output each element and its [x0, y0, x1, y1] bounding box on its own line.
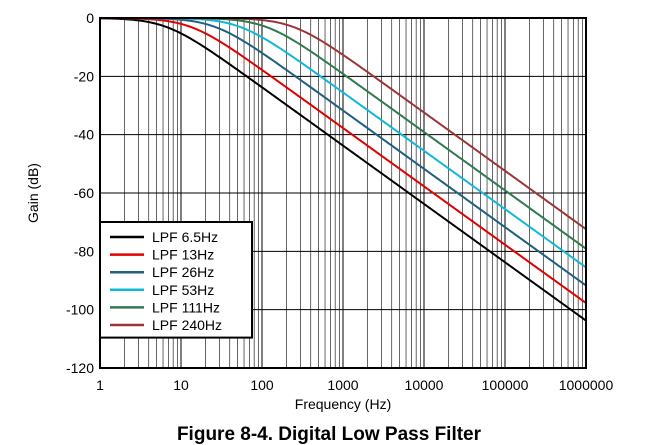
legend-label: LPF 6.5Hz — [152, 229, 218, 245]
legend-box — [99, 221, 253, 339]
y-tick-label: 0 — [86, 10, 94, 26]
figure-caption: Figure 8-4. Digital Low Pass Filter — [177, 424, 482, 445]
tick-labels: 1 10 100 1000 10000 100000 1000000 0 -20 -40 -60 -8… — [66, 10, 613, 393]
plot-frame — [99, 17, 587, 369]
y-tick-label: -120 — [66, 360, 94, 376]
y-tick-label: -40 — [74, 127, 94, 143]
x-tick-label: 1000 — [327, 377, 358, 393]
y-tick-label: -100 — [66, 302, 94, 318]
legend-label: LPF 53Hz — [152, 282, 214, 298]
x-tick-label: 100000 — [482, 377, 529, 393]
series-line — [100, 17, 587, 287]
x-tick-label: 1000000 — [559, 377, 614, 393]
x-axis-title: Frequency (Hz) — [295, 396, 391, 412]
legend-label: LPF 13Hz — [152, 247, 214, 263]
legend-label: LPF 111Hz — [152, 299, 220, 315]
x-tick-label: 10000 — [405, 377, 444, 393]
y-tick-label: -80 — [74, 243, 94, 259]
y-axis-title: Gain (dB) — [25, 163, 41, 223]
series-line — [99, 17, 587, 304]
x-tick-label: 1 — [96, 377, 104, 393]
series-line — [99, 17, 587, 322]
legend-label: LPF 240Hz — [152, 317, 222, 333]
x-tick-label: 100 — [250, 377, 274, 393]
legend-label: LPF 26Hz — [152, 264, 214, 280]
y-tick-label: -20 — [74, 68, 94, 84]
x-tick-label: 10 — [173, 377, 189, 393]
y-tick-label: -60 — [74, 185, 94, 201]
